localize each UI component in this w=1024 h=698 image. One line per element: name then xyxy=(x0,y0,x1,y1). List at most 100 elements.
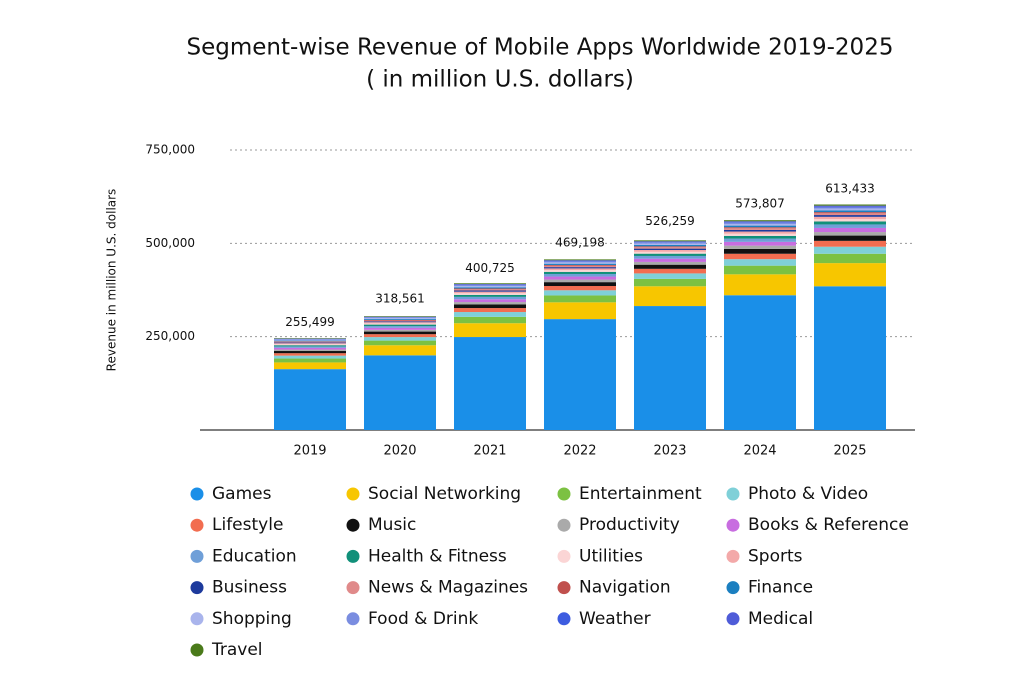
bar-segment xyxy=(544,290,616,296)
bar-segment xyxy=(544,302,616,320)
bar-segment xyxy=(544,264,616,266)
bar-segment xyxy=(724,295,796,430)
bar-segment xyxy=(454,291,526,294)
legend-swatch xyxy=(557,581,571,595)
bar-segment xyxy=(634,261,706,265)
bar-segment xyxy=(724,231,796,234)
bar-segment xyxy=(634,253,706,256)
bar-segment xyxy=(634,268,706,274)
bar-segment xyxy=(634,247,706,249)
bar-segment xyxy=(544,268,616,271)
bar-segment xyxy=(364,337,436,341)
bar-segment xyxy=(544,261,616,263)
bar-segment xyxy=(814,216,886,220)
legend-label: Social Networking xyxy=(368,484,521,504)
legend-swatch xyxy=(557,612,571,626)
chart-title: Segment-wise Revenue of Mobile Apps Worl… xyxy=(187,35,894,61)
bar-segment xyxy=(364,316,436,317)
bar-segment xyxy=(814,224,886,228)
legend-swatch xyxy=(190,518,204,532)
bar-segment xyxy=(364,319,436,321)
legend-label: Health & Fitness xyxy=(368,546,507,566)
bar-segment xyxy=(454,286,526,288)
bar-segment xyxy=(724,227,796,229)
legend-swatch xyxy=(726,518,740,532)
bar-segment xyxy=(364,317,436,319)
bar-segment xyxy=(274,355,346,359)
legend-swatch xyxy=(726,612,740,626)
bar-segment xyxy=(544,286,616,291)
bar-segment xyxy=(724,274,796,296)
legend-swatch xyxy=(346,549,360,563)
legend-label: Education xyxy=(212,546,297,566)
bar-segment xyxy=(814,219,886,222)
legend-label: Weather xyxy=(579,609,651,629)
bar-segment xyxy=(274,339,346,341)
bar-segment xyxy=(814,235,886,241)
bar-segment xyxy=(364,321,436,323)
bar-segment xyxy=(274,353,346,356)
bar-segment xyxy=(544,265,616,268)
legend-label: Food & Drink xyxy=(368,609,478,629)
total-label: 469,198 xyxy=(555,235,605,249)
bar-segment xyxy=(544,262,616,264)
total-label: 526,259 xyxy=(645,214,695,228)
bar-segment xyxy=(454,285,526,287)
bar-segment xyxy=(634,246,706,248)
y-tick-label: 750,000 xyxy=(145,143,195,157)
bar-segment xyxy=(634,243,706,245)
bar-segment xyxy=(274,346,346,348)
bar-segment xyxy=(544,295,616,303)
bar-segment xyxy=(544,282,616,287)
bar-segment xyxy=(634,273,706,279)
bar-segment xyxy=(544,271,616,274)
x-tick-label: 2021 xyxy=(473,444,506,459)
legend-label: Games xyxy=(212,484,272,504)
bar-segment xyxy=(724,253,796,260)
legend-label: Entertainment xyxy=(579,484,702,504)
legend-swatch xyxy=(190,549,204,563)
bar-segment xyxy=(274,345,346,347)
bar-segment xyxy=(274,358,346,363)
total-label: 573,807 xyxy=(735,196,785,210)
bar-segment xyxy=(454,289,526,291)
bar-segment xyxy=(724,233,796,236)
legend-swatch xyxy=(346,612,360,626)
legend-swatch xyxy=(190,612,204,626)
bar-segment xyxy=(544,279,616,283)
bar-segment xyxy=(814,212,886,214)
bar-segment xyxy=(814,208,886,211)
bar-segment xyxy=(274,344,346,346)
total-label: 255,499 xyxy=(285,315,335,329)
bar-segment xyxy=(724,223,796,226)
bar-segment xyxy=(814,227,886,233)
bar-segment xyxy=(544,259,616,261)
x-tick-label: 2019 xyxy=(293,444,326,459)
chart-subtitle: ( in million U.S. dollars) xyxy=(366,67,634,93)
bar-segment xyxy=(454,294,526,297)
bar-segment xyxy=(814,205,886,207)
bar-segment xyxy=(364,327,436,330)
bar-segment xyxy=(364,320,436,322)
legend-label: Finance xyxy=(748,578,813,598)
legend-swatch xyxy=(346,581,360,595)
bar-segment xyxy=(454,296,526,300)
bar-segment xyxy=(814,215,886,217)
x-tick-label: 2025 xyxy=(833,444,866,459)
bar-segment xyxy=(634,240,706,242)
legend-label: Utilities xyxy=(579,546,643,566)
bar-segment xyxy=(364,324,436,327)
bar-segment xyxy=(724,265,796,275)
legend-label: Books & Reference xyxy=(748,515,909,535)
bar-segment xyxy=(814,246,886,254)
bar-segment xyxy=(724,245,796,249)
bar-segment xyxy=(364,323,436,325)
bar-segment xyxy=(724,225,796,228)
bar-segment xyxy=(634,255,706,259)
bar-segment xyxy=(454,288,526,290)
bar-segment xyxy=(454,302,526,305)
bar-segment xyxy=(364,355,436,430)
bar-segment xyxy=(454,312,526,317)
bar-segment xyxy=(814,221,886,225)
